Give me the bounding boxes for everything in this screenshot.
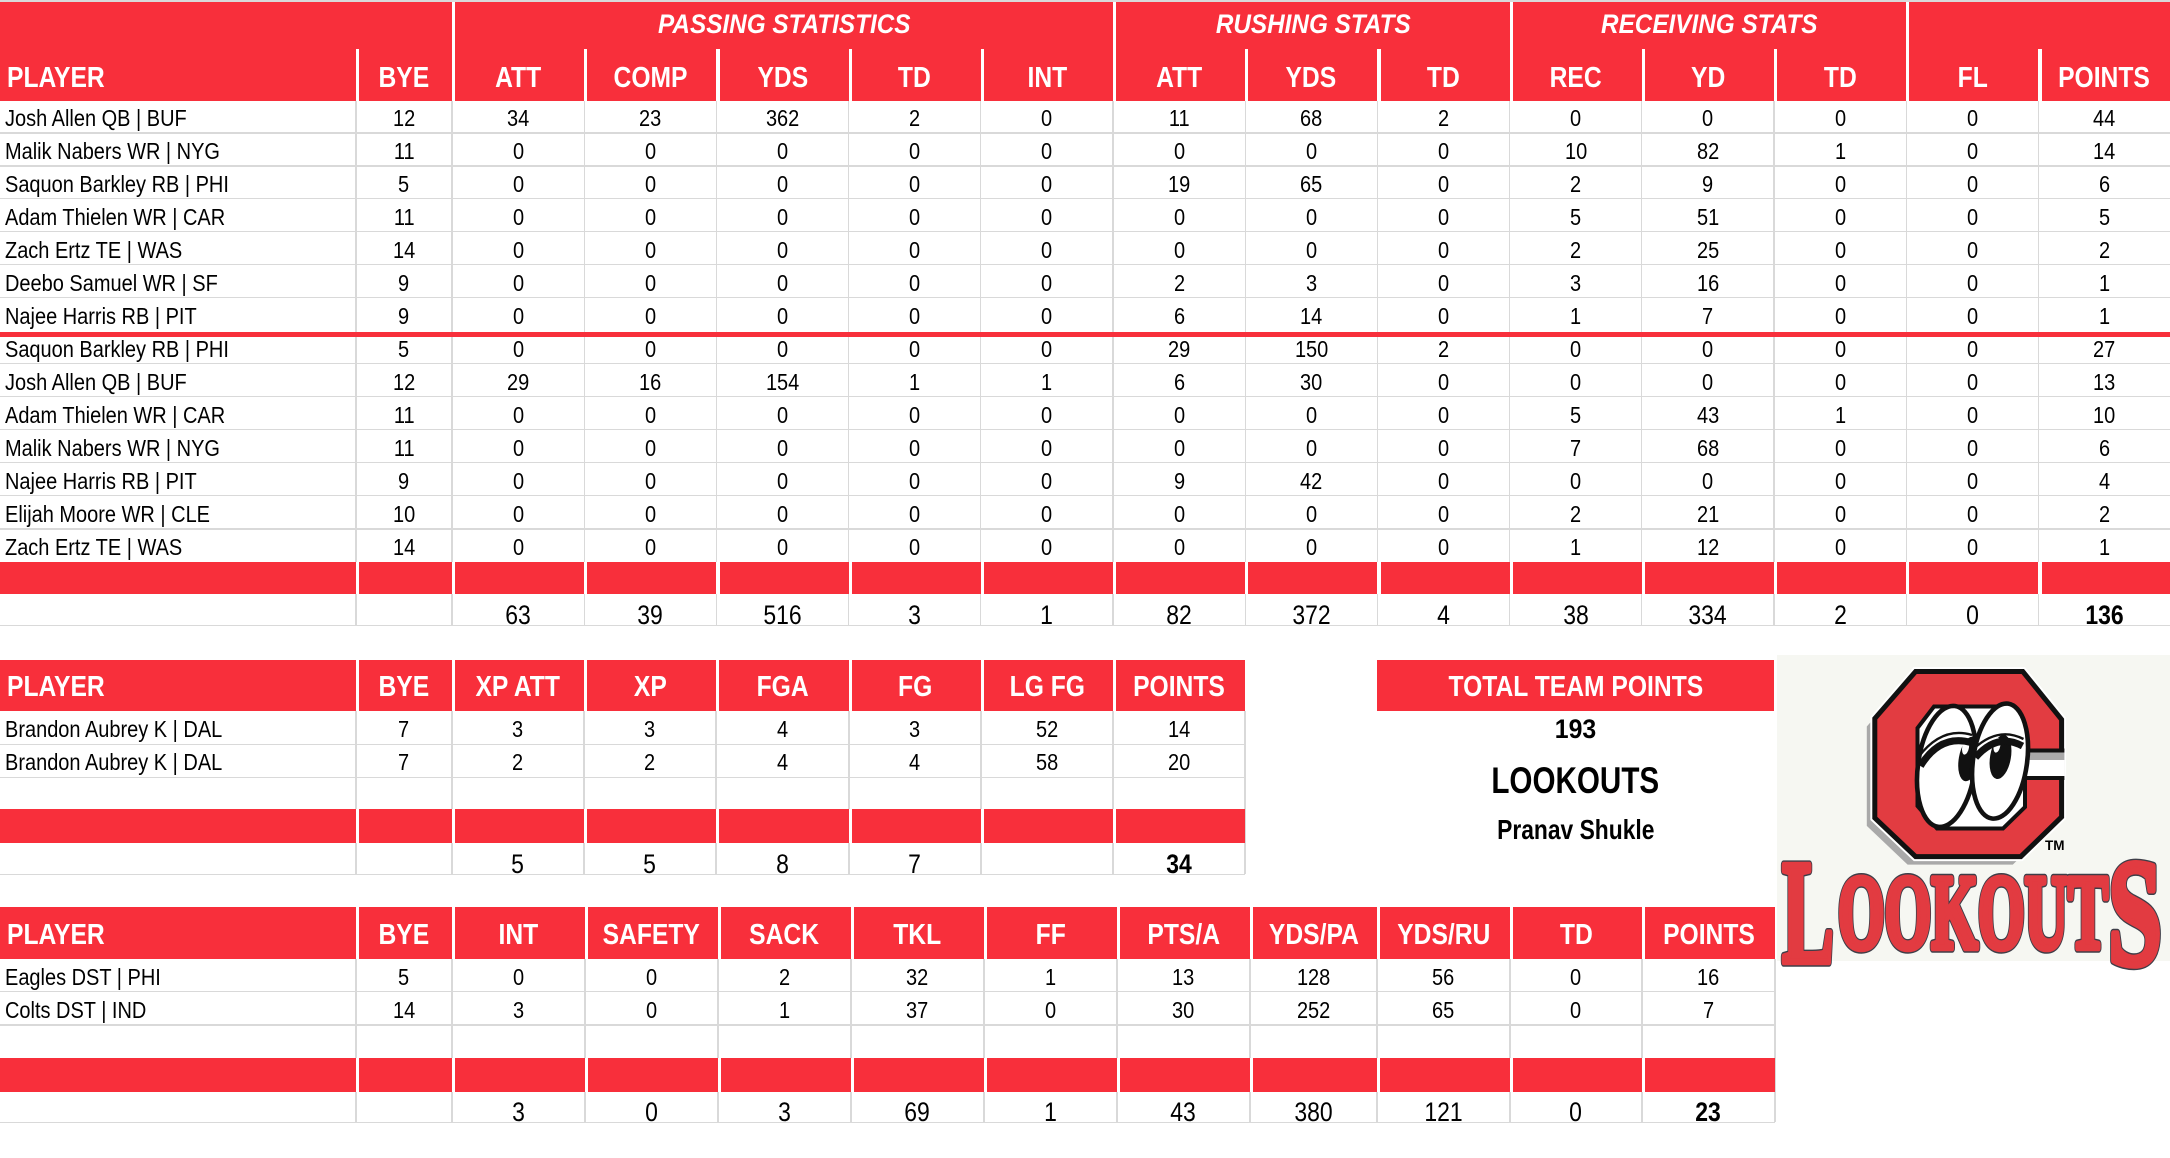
svg-text:OOKOUT: OOKOUT	[1838, 854, 2108, 971]
svg-text:S: S	[2108, 829, 2162, 990]
svg-text:TM: TM	[2045, 838, 2065, 853]
svg-text:OOKOUT: OOKOUT	[1838, 854, 2108, 971]
svg-text:S: S	[2108, 829, 2162, 990]
svg-text:L: L	[1782, 831, 1834, 990]
svg-text:L: L	[1782, 831, 1834, 990]
